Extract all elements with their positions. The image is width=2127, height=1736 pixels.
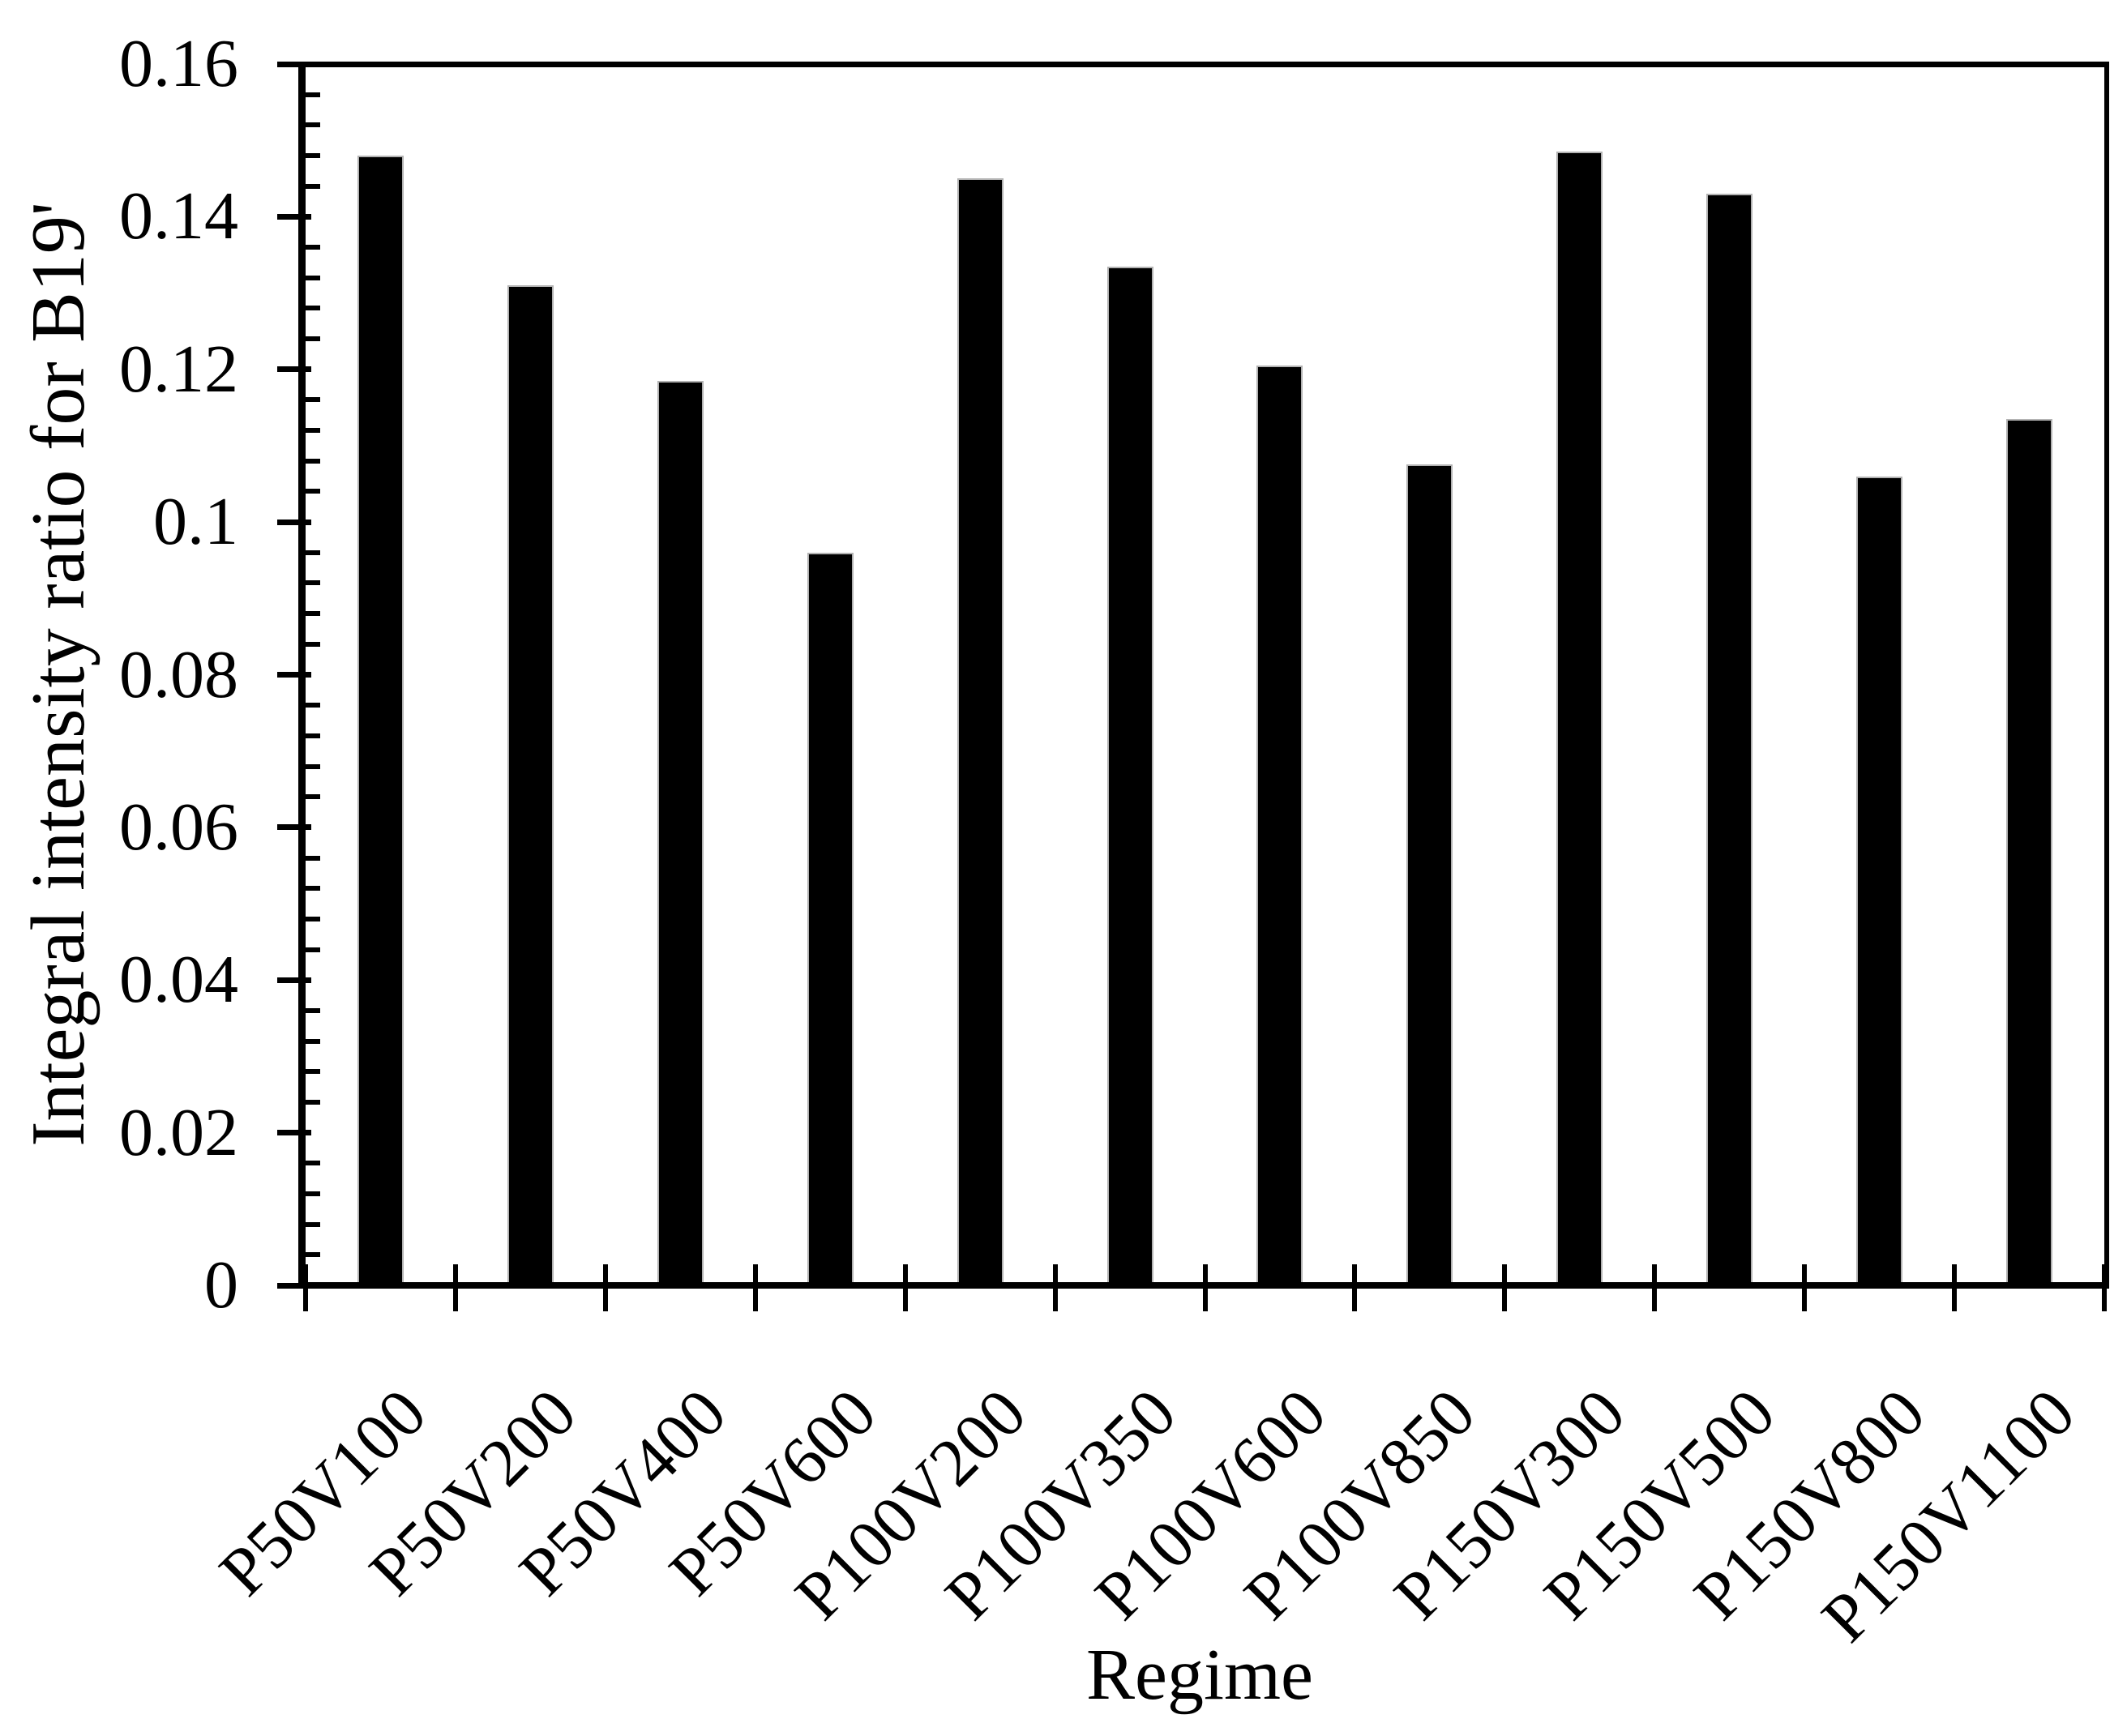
y-axis-minor-tick [306,763,320,769]
y-axis-minor-tick [306,703,320,708]
bar [1106,266,1153,1282]
y-axis-minor-tick [306,855,320,861]
y-axis-tick-label: 0.02 [119,1094,238,1170]
x-axis-tick [452,1264,458,1311]
y-axis-minor-tick [306,1161,320,1166]
x-axis-tick [1052,1264,1058,1311]
x-axis-tick [902,1264,908,1311]
y-axis-minor-tick [306,580,320,586]
y-axis-major-tick [277,672,311,678]
y-axis-tick-label: 0.06 [119,789,238,865]
y-axis-tick-label: 0.1 [153,484,238,560]
y-axis-minor-tick [306,641,320,647]
y-axis-minor-tick [306,794,320,800]
y-axis-minor-tick [306,1038,320,1044]
bar [807,552,854,1282]
bar [1556,152,1603,1282]
x-axis-tick [1502,1264,1508,1311]
bar [1256,366,1303,1282]
y-axis-minor-tick [306,611,320,617]
y-axis-minor-tick [306,549,320,555]
y-axis-tick-label: 0.14 [119,178,238,254]
y-axis-minor-tick [306,1191,320,1196]
y-axis-minor-tick [306,1099,320,1105]
y-axis-major-tick [277,61,311,67]
y-axis-minor-tick [306,122,320,128]
bar [2006,418,2053,1282]
y-axis-minor-tick [306,489,320,494]
y-axis-minor-tick [306,916,320,921]
y-axis-minor-tick [306,886,320,892]
y-axis-major-tick [277,1282,311,1289]
y-axis-major-tick [277,824,311,831]
bar [1406,464,1453,1282]
x-axis-tick [1952,1264,1958,1311]
y-axis-minor-tick [306,733,320,738]
bar [957,178,1004,1282]
y-axis-tick-label: 0.04 [119,942,238,1018]
x-axis-tick [303,1264,308,1311]
x-axis-tick [602,1264,608,1311]
y-axis-minor-tick [306,92,320,97]
x-axis-tick [1802,1264,1808,1311]
y-axis-minor-tick [306,275,320,280]
y-axis-minor-tick [306,153,320,159]
y-axis-tick-label: 0.08 [119,636,238,712]
bar [1856,476,1903,1282]
y-axis-minor-tick [306,1007,320,1013]
x-axis-tick [752,1264,758,1311]
bar [657,380,704,1282]
x-axis-title: Regime [1086,1635,1313,1715]
y-axis-minor-tick [306,1252,320,1258]
y-axis-major-tick [277,366,311,373]
x-axis-tick [1352,1264,1358,1311]
y-axis-tick-label: 0.12 [119,331,238,407]
y-axis-major-tick [277,977,311,983]
y-axis-major-tick [277,1130,311,1136]
x-axis-tick [1202,1264,1208,1311]
bar [357,156,404,1282]
y-axis-major-tick [277,519,311,525]
y-axis-minor-tick [306,428,320,434]
bar [507,285,554,1282]
y-axis-tick-label: 0.16 [119,26,238,101]
y-axis-minor-tick [306,397,320,403]
y-axis-major-tick [277,213,311,220]
y-axis-minor-tick [306,183,320,189]
x-axis-tick [1652,1264,1658,1311]
bar [1706,194,1753,1282]
y-axis-minor-tick [306,306,320,311]
y-axis-minor-tick [306,245,320,250]
y-axis-minor-tick [306,1221,320,1227]
y-axis-tick-label: 0 [204,1247,238,1323]
y-axis-minor-tick [306,1069,320,1075]
x-axis-tick [2102,1264,2107,1311]
y-axis-minor-tick [306,336,320,342]
y-axis-minor-tick [306,458,320,464]
y-axis-minor-tick [306,947,320,952]
